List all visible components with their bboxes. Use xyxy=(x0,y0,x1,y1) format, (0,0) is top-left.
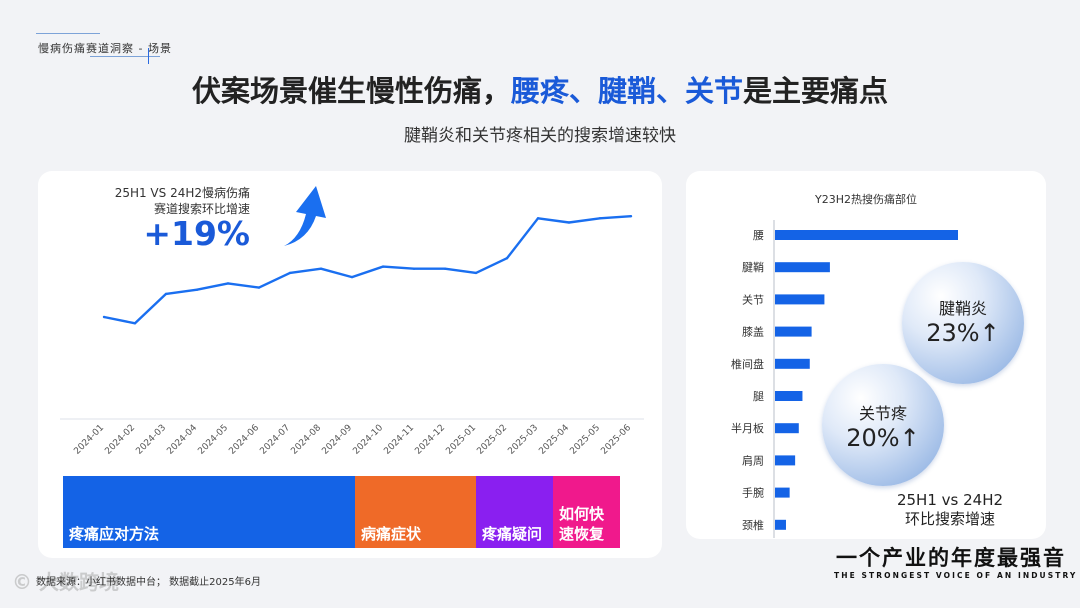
trend-point xyxy=(195,288,199,291)
hbar-category-label: 关节 xyxy=(742,292,764,306)
trend-point xyxy=(133,322,137,325)
bubble-joint-pain-value: 20%↑ xyxy=(846,424,920,452)
trend-point xyxy=(319,267,323,270)
growth-label: 25H1 VS 24H2慢病伤痛 赛道搜索环比增速 xyxy=(96,185,250,217)
category-segment-label: 疼痛疑问 xyxy=(482,525,543,543)
growth-label-line1: 25H1 VS 24H2慢病伤痛 xyxy=(114,186,250,200)
trend-point xyxy=(505,257,509,260)
compare-note-line2: 环比搜索增速 xyxy=(904,510,995,528)
watermark: © 大数跨境 xyxy=(12,570,119,594)
hbar-category-label: 颈椎 xyxy=(742,518,764,532)
compare-note: 25H1 vs 24H2 环比搜索增速 xyxy=(880,491,1020,529)
breadcrumb-tick xyxy=(148,48,149,64)
hbar xyxy=(775,262,830,273)
category-segment-label: 疼痛应对方法 xyxy=(69,525,160,543)
up-arrow-icon xyxy=(284,186,326,246)
hbar-category-label: 半月板 xyxy=(731,421,764,435)
hbar xyxy=(775,423,799,434)
breadcrumb-line-top xyxy=(36,33,100,34)
hbar-category-label: 手腕 xyxy=(742,486,764,500)
hbar-category-label: 肩周 xyxy=(742,453,764,467)
breadcrumb: 慢病伤痛赛道洞察 - 场景 xyxy=(38,42,172,55)
slogan-cn: 一个产业的年度最强音 xyxy=(836,546,1066,570)
trend-point xyxy=(443,267,447,270)
hbar xyxy=(775,358,810,369)
trend-point xyxy=(350,275,354,279)
bubble-tendinitis-value: 23%↑ xyxy=(926,319,1000,347)
hbar xyxy=(775,391,803,401)
trend-point xyxy=(226,282,230,285)
hbar xyxy=(775,519,786,530)
hbar xyxy=(775,230,958,240)
hbar xyxy=(775,455,796,466)
bubble-joint-pain-name: 关节疼 xyxy=(858,404,907,423)
trend-point xyxy=(412,267,416,270)
hbar-category-label: 腿 xyxy=(753,390,764,403)
page-title-part1: 伏案场景催生慢性伤痛， xyxy=(191,74,511,108)
category-segment-label: 病痛症状 xyxy=(361,525,422,543)
category-segment-label: 如何快速恢复 xyxy=(559,505,605,543)
page-title: 伏案场景催生慢性伤痛，腰疼、腱鞘、关节是主要痛点 xyxy=(0,68,1080,110)
hbar-category-label: 腰 xyxy=(753,229,764,242)
hot-parts-title: Y23H2热搜伤痛部位 xyxy=(815,193,917,206)
category-segment: 疼痛疑问 xyxy=(476,476,553,548)
trend-point xyxy=(381,265,385,268)
hbar-category-label: 椎间盘 xyxy=(731,357,764,371)
category-segment: 病痛症状 xyxy=(355,476,476,548)
bubble-tendinitis: 腱鞘炎 23%↑ xyxy=(902,262,1024,384)
growth-value: +19% xyxy=(143,214,250,253)
hbar-category-label: 膝盖 xyxy=(742,325,764,339)
trend-point xyxy=(474,271,478,275)
trend-point xyxy=(102,315,106,319)
trend-point xyxy=(629,215,633,218)
breadcrumb-line-bottom xyxy=(90,56,160,57)
hbar-category-label: 腱鞘 xyxy=(742,260,764,274)
page-title-highlight: 腰疼、腱鞘、关节 xyxy=(510,74,743,108)
data-source-note: 数据来源：小红书数据中台； 数据截止2025年6月 xyxy=(36,577,261,588)
trend-point xyxy=(567,221,571,224)
bubble-joint-pain: 关节疼 20%↑ xyxy=(822,364,944,486)
hbar xyxy=(775,326,812,337)
hbar xyxy=(775,294,825,305)
page-subtitle: 腱鞘炎和关节疼相关的搜索增速较快 xyxy=(404,126,676,146)
slogan-en: THE STRONGEST VOICE OF AN INDUSTRY xyxy=(834,571,1078,580)
trend-line xyxy=(103,215,632,325)
growth-label-line2: 赛道搜索环比增速 xyxy=(153,202,250,216)
bubble-tendinitis-name: 腱鞘炎 xyxy=(938,299,987,318)
trend-point xyxy=(598,217,602,220)
trend-point xyxy=(536,217,540,220)
compare-note-line1: 25H1 vs 24H2 xyxy=(896,491,1004,509)
trend-point xyxy=(288,271,292,275)
hbar xyxy=(775,487,790,498)
trend-point xyxy=(257,286,261,289)
trend-point xyxy=(164,292,168,296)
category-segment: 如何快速恢复 xyxy=(553,476,620,548)
page-title-part2: 是主要痛点 xyxy=(743,74,889,108)
category-segment: 疼痛应对方法 xyxy=(63,476,355,548)
